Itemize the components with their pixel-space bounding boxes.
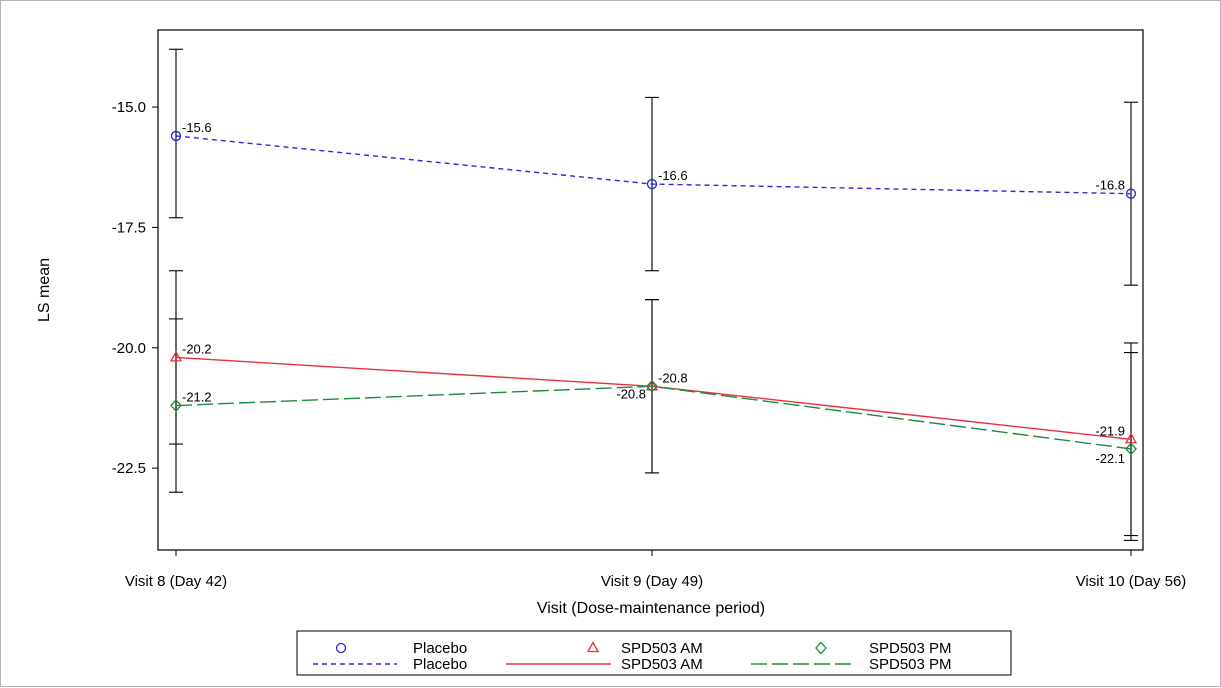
series-lines	[175, 135, 1132, 450]
data-label: -21.2	[182, 390, 212, 405]
data-label: -21.9	[1095, 423, 1125, 438]
y-tick-label: -22.5	[112, 460, 146, 477]
data-label: -16.6	[658, 168, 688, 183]
legend-label: Placebo	[413, 656, 467, 673]
legend-label: Placebo	[413, 640, 467, 657]
data-markers	[169, 130, 1138, 456]
legend-label: SPD503 AM	[621, 656, 703, 673]
data-point-diamond	[1125, 442, 1137, 456]
data-point-diamond	[170, 399, 182, 413]
series-line	[175, 356, 1132, 440]
y-axis: -15.0 -17.5 -20.0 -22.5	[112, 99, 158, 477]
error-bars	[169, 48, 1138, 541]
data-labels: -15.6 -16.6 -16.8 -20.2 -20.8 -21.9 -21.2 -20.8…	[182, 120, 1125, 466]
legend-marker-circle	[335, 642, 347, 654]
series-line	[175, 385, 1132, 450]
data-point-triangle	[645, 379, 659, 391]
data-point-triangle	[169, 350, 183, 362]
data-label: -20.2	[182, 341, 212, 356]
legend-label: SPD503 AM	[621, 640, 703, 657]
data-label: -22.1	[1095, 451, 1125, 466]
y-tick-label: -20.0	[112, 340, 146, 357]
data-point-circle	[646, 178, 658, 190]
plot-area	[157, 29, 1144, 551]
x-axis-label: Visit (Dose-maintenance period)	[537, 600, 765, 617]
data-point-circle	[1125, 188, 1137, 199]
data-label: -20.8	[616, 386, 646, 401]
x-tick-label: Visit 8 (Day 42)	[125, 573, 227, 590]
y-axis-label: LS mean	[36, 258, 53, 322]
legend-box	[296, 630, 1012, 676]
data-label: -16.8	[1095, 178, 1125, 193]
y-tick-label: -17.5	[112, 219, 146, 236]
data-point-circle	[170, 130, 182, 142]
legend-label: SPD503 PM	[869, 640, 952, 657]
legend-label: SPD503 PM	[869, 656, 952, 673]
y-tick-label: -15.0	[112, 99, 146, 116]
legend-marker-triangle	[586, 641, 600, 653]
legend-marker-diamond	[815, 641, 827, 655]
data-label: -20.8	[658, 370, 688, 385]
data-point-diamond	[646, 379, 658, 393]
x-axis: Visit 8 (Day 42) Visit 9 (Day 49) Visit 10…	[125, 550, 1186, 590]
series-line	[175, 135, 1132, 195]
x-tick-label: Visit 9 (Day 49)	[601, 573, 703, 590]
data-label: -15.6	[182, 120, 212, 135]
x-tick-label: Visit 10 (Day 56)	[1076, 573, 1187, 590]
